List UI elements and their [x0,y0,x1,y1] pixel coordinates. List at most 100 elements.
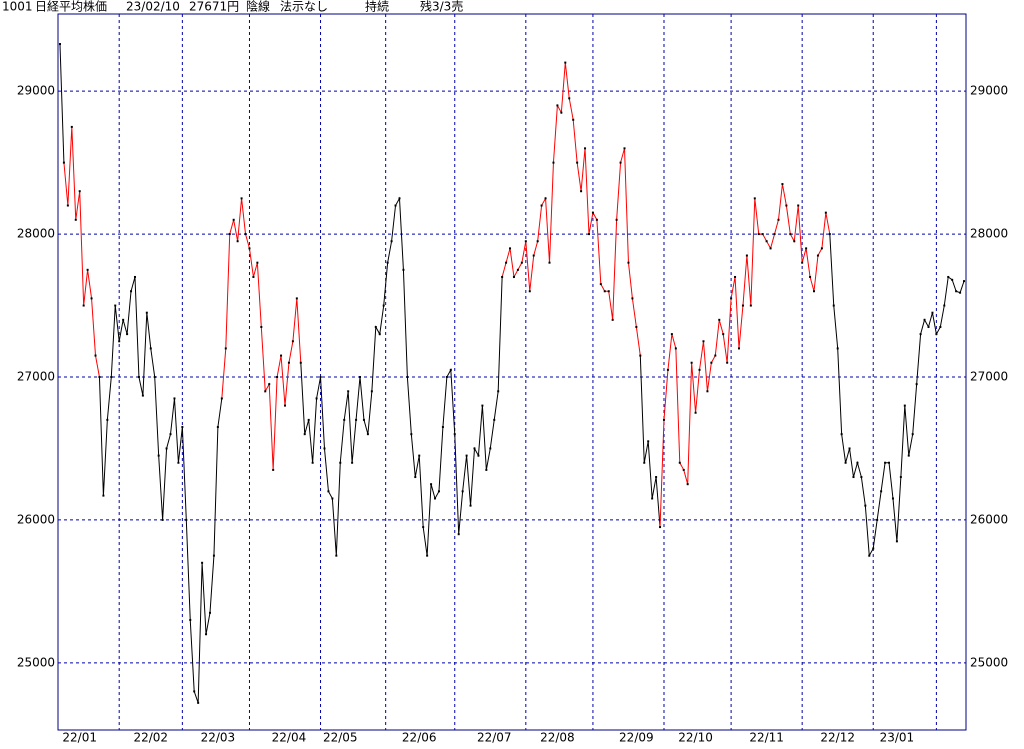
x-tick-label: 22/02 [133,731,168,745]
point-marker [536,240,539,243]
point-marker [335,554,338,557]
point-marker [876,518,879,521]
header-code: 1001 [2,0,33,14]
point-marker [224,347,227,350]
point-marker [682,468,685,471]
point-marker [347,390,350,393]
point-marker [809,275,812,278]
point-marker [959,291,962,294]
point-marker [880,490,883,493]
point-marker [311,461,314,464]
point-marker [327,490,330,493]
point-marker [911,433,914,436]
point-marker [362,418,365,421]
point-marker [872,547,875,550]
point-marker [212,554,215,557]
point-marker [228,233,231,236]
point-marker [268,383,271,386]
point-marker [78,190,81,193]
point-marker [339,461,342,464]
x-tick-label: 22/11 [749,731,784,745]
point-marker [915,383,918,386]
point-marker [264,390,267,393]
point-marker [820,247,823,250]
point-marker [86,268,89,271]
point-marker [323,447,326,450]
y-tick-label: 29000 [17,84,55,98]
point-marker [441,426,444,429]
point-marker [805,247,808,250]
point-marker [556,104,559,107]
point-marker [615,218,618,221]
point-marker [434,497,437,500]
point-marker [773,233,776,236]
point-marker [702,340,705,343]
point-marker [126,333,129,336]
point-marker [572,118,575,121]
point-marker [694,411,697,414]
point-marker [445,376,448,379]
point-marker [169,433,172,436]
point-marker [690,361,693,364]
point-marker [524,240,527,243]
point-marker [493,418,496,421]
point-marker [477,454,480,457]
point-marker [903,404,906,407]
point-marker [706,390,709,393]
point-marker [757,233,760,236]
point-marker [481,404,484,407]
point-marker [287,361,290,364]
point-marker [686,483,689,486]
point-marker [232,218,235,221]
point-marker [801,261,804,264]
point-marker [722,333,725,336]
x-tick-label: 22/12 [820,731,855,745]
point-marker [741,304,744,307]
point-marker [106,418,109,421]
point-marker [832,304,835,307]
point-marker [824,211,827,214]
point-marker [753,197,756,200]
plot-area [57,13,967,731]
point-marker [307,418,310,421]
point-marker [793,240,796,243]
point-marker [931,311,934,314]
point-marker [82,304,85,307]
point-marker [730,297,733,300]
point-marker [406,376,409,379]
point-marker [319,376,322,379]
point-marker [291,340,294,343]
point-marker [659,526,662,529]
point-marker [670,333,673,336]
point-marker [98,376,101,379]
point-marker [208,611,211,614]
point-marker [437,490,440,493]
point-marker [272,468,275,471]
y-tick-label: 25000 [17,655,55,669]
point-marker [635,325,638,328]
point-marker [410,433,413,436]
point-marker [461,490,464,493]
point-marker [343,418,346,421]
point-marker [552,161,555,164]
point-marker [205,633,208,636]
point-marker [584,147,587,150]
point-marker [955,290,958,293]
point-marker [465,454,468,457]
point-marker [378,333,381,336]
x-tick-label: 22/03 [201,731,236,745]
point-marker [714,354,717,357]
point-marker [485,468,488,471]
price-line [639,355,661,528]
point-marker [197,701,200,704]
point-marker [236,240,239,243]
point-marker [118,340,121,343]
point-marker [512,275,515,278]
point-marker [430,483,433,486]
point-marker [813,290,816,293]
point-marker [66,204,69,207]
header-name: 日経平均株価 [35,0,107,14]
point-marker [662,418,665,421]
y-tick-label-right: 26000 [970,512,1008,526]
price-line [300,196,503,556]
